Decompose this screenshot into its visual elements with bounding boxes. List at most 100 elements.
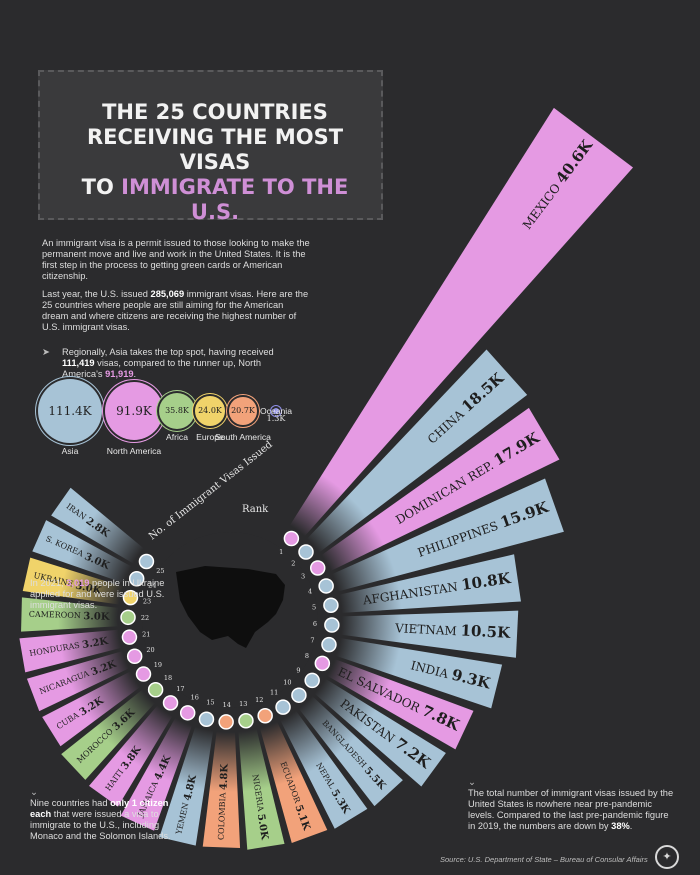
flag-icon xyxy=(121,629,138,645)
rank-label: 3 xyxy=(301,573,305,581)
bar-ukraine xyxy=(22,557,124,605)
nine-countries-note: ⌄ Nine countries had only 1 citizen each… xyxy=(30,787,178,842)
bar-value-label: 10.5K xyxy=(460,621,511,641)
region-bubble-oceania xyxy=(272,407,280,415)
rank-label: 5 xyxy=(312,604,316,612)
rank-label: 15 xyxy=(206,699,214,707)
flag-icon xyxy=(324,617,340,633)
rank-label: 9 xyxy=(296,666,300,674)
bar-country-label: COLOMBIA xyxy=(217,790,228,840)
rank-label: 18 xyxy=(164,674,172,682)
title-line-3: TO IMMIGRATE TO THE U.S. xyxy=(81,175,349,224)
intro-paragraph-2: Last year, the U.S. issued 285,069 immig… xyxy=(42,289,309,332)
flag-icon xyxy=(314,655,331,672)
region-value-label: 111.4K xyxy=(48,404,92,418)
bar-value-label: 4.8K xyxy=(218,763,230,790)
source-note: Source: U.S. Department of State – Burea… xyxy=(440,855,648,864)
flag-icon xyxy=(283,530,300,547)
rank-label: 4 xyxy=(308,588,312,596)
bar-honduras xyxy=(19,629,122,673)
rank-label: 12 xyxy=(255,696,263,704)
rank-label: 8 xyxy=(305,652,309,660)
bar-el-salvador xyxy=(327,659,474,750)
bar-value-label: 3.0K xyxy=(83,611,110,623)
flag-icon xyxy=(291,687,307,703)
rank-label: 24 xyxy=(148,582,156,590)
bar-s-korea xyxy=(32,520,132,584)
bar-morocco xyxy=(61,689,155,780)
arrow-right-icon: ➤ xyxy=(42,347,50,357)
flag-icon xyxy=(120,609,136,626)
flag-icon xyxy=(126,648,143,665)
intro-paragraph-1: An immigrant visa is a permit issued to … xyxy=(42,238,310,281)
rank-label: 14 xyxy=(223,701,231,709)
bar-afghanistan xyxy=(339,554,521,613)
flag-icon xyxy=(122,589,139,606)
bar-bangladesh xyxy=(298,696,403,807)
flag-icon xyxy=(147,682,164,698)
bar-iran xyxy=(51,487,144,564)
logo-icon: ✦ xyxy=(655,845,679,869)
region-name-label: Oceania xyxy=(259,406,292,416)
region-note: ➤ Regionally, Asia takes the top spot, h… xyxy=(42,347,274,379)
bar-cuba xyxy=(42,671,141,747)
rank-label: 13 xyxy=(239,700,247,708)
rank-label: 16 xyxy=(191,693,199,701)
rank-label: 20 xyxy=(146,646,154,654)
bar-nigeria xyxy=(238,728,285,850)
us-map-silhouette xyxy=(176,566,285,648)
bar-philippines xyxy=(332,478,564,592)
flag-icon xyxy=(257,707,273,724)
bar-label: COLOMBIA 4.8K xyxy=(216,763,230,840)
region-name-label: Asia xyxy=(61,446,79,456)
total-note: ⌄ The total number of immigrant visas is… xyxy=(468,777,678,832)
rank-label: 22 xyxy=(141,614,149,622)
bar-label: CAMEROON 3.0K xyxy=(29,609,110,622)
chart-title: THE 25 COUNTRIES RECEIVING THE MOST VISA… xyxy=(55,100,375,225)
rank-label: 11 xyxy=(270,689,278,697)
region-bubble-south-america xyxy=(229,397,257,425)
region-name-label: Europe xyxy=(196,432,224,442)
bar-nicaragua xyxy=(26,651,129,712)
bar-dominican-rep- xyxy=(321,407,560,571)
region-bubble-europe xyxy=(195,396,225,426)
flag-icon xyxy=(238,712,254,729)
flag-icon xyxy=(138,553,155,570)
bar-country-label: CAMEROON xyxy=(29,610,84,620)
flag-icon xyxy=(198,711,215,728)
chevron-down-icon: ⌄ xyxy=(30,787,38,797)
bar-pakistan xyxy=(314,678,446,787)
ukraine-note: In 2021, 3,019 people in Ukraine applied… xyxy=(30,578,165,610)
rank-label: 7 xyxy=(310,637,314,645)
region-value-label: 91.9K xyxy=(116,404,152,418)
bar-colombia xyxy=(202,731,241,849)
bar-nepal xyxy=(280,710,368,829)
rank-label: 1 xyxy=(279,548,283,556)
region-bubble-asia xyxy=(38,379,102,443)
region-bubble-north-america xyxy=(104,381,164,441)
rank-label: 17 xyxy=(176,685,184,693)
bar-jamaica xyxy=(120,717,193,831)
region-bubble-africa xyxy=(158,392,196,430)
flag-icon xyxy=(128,571,145,587)
title-line-2: RECEIVING THE MOST VISAS xyxy=(86,125,344,174)
bar-haiti xyxy=(89,705,173,807)
flag-icon xyxy=(218,714,234,730)
flag-icon xyxy=(162,695,179,711)
bar-cameroon xyxy=(21,597,119,632)
flag-icon xyxy=(135,666,152,682)
region-value-label: 1.3K xyxy=(266,414,286,423)
legend-visas-label: No. of Immigrant Visas Issued xyxy=(147,439,275,542)
rank-label: 21 xyxy=(142,630,150,638)
region-value-label: 24.0K xyxy=(198,406,222,415)
flag-icon xyxy=(318,578,334,594)
flag-icon xyxy=(323,597,339,613)
rank-label: 10 xyxy=(283,679,291,687)
bar-value-label: 5.0K xyxy=(255,813,270,841)
flag-icon xyxy=(304,672,320,689)
rank-label: 25 xyxy=(156,567,164,575)
title-stamp-frame xyxy=(38,70,383,220)
region-value-label: 20.7K xyxy=(231,406,255,415)
bar-label: VIETNAM 10.5K xyxy=(394,618,512,642)
